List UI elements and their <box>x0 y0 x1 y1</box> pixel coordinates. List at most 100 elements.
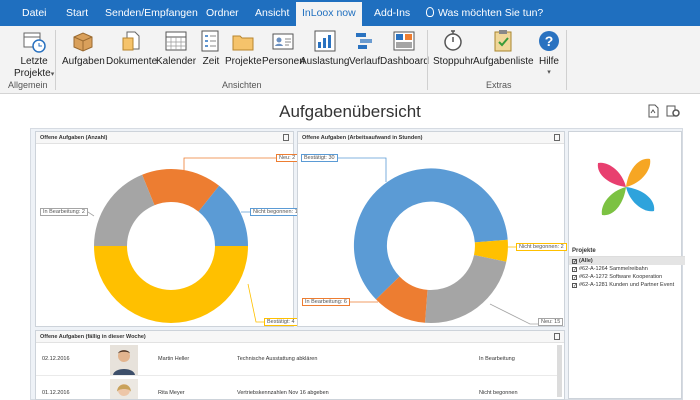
projects-view-button[interactable]: Projekte <box>225 28 262 68</box>
stopwatch-icon <box>444 30 463 51</box>
task-person: Rita Meyer <box>158 390 185 396</box>
donut-segment-gray <box>94 174 155 246</box>
project-filter-label: (Alle) <box>579 258 593 264</box>
tasks-view-button[interactable]: Aufgaben <box>62 28 105 68</box>
tab-senden-empfangen[interactable]: Senden/Empfangen <box>105 7 198 19</box>
recent-projects-label-1: Letzte <box>20 56 48 67</box>
checkbox-checked-icon[interactable]: ✓ <box>572 283 578 289</box>
panel-title-count: Offene Aufgaben (Anzahl) <box>40 135 108 141</box>
calendar-view-button[interactable]: Kalender <box>156 28 196 68</box>
main-area: Aufgabenübersicht Offene Aufgaben (Anzah… <box>0 95 700 400</box>
clipboard-check-icon <box>494 30 512 52</box>
donut-segment-yellow <box>94 246 248 323</box>
task-title: Technische Ausstattung abklären <box>237 356 318 362</box>
table-row[interactable]: 01.12.2016 Rita Meyer Vertriebskennzahle… <box>36 377 560 399</box>
project-filter-item[interactable]: ✓ #62-A-1281 Kunden und Partner Event <box>569 281 685 289</box>
task-status: In Bearbeitung <box>479 356 515 362</box>
lightbulb-icon <box>426 7 434 17</box>
panel-title-effort: Offene Aufgaben (Arbeitsaufwand in Stund… <box>302 135 423 141</box>
people-view-button[interactable]: Personen <box>262 28 305 68</box>
page-title: Aufgabenübersicht <box>279 102 421 121</box>
group-label-ansichten: Ansichten <box>222 80 262 90</box>
project-list-header: Projekte <box>569 246 685 257</box>
task-status: Nicht begonnen <box>479 390 518 396</box>
label-nicht-begonnen: Nicht begonnen: 1 <box>250 208 301 216</box>
dashboard-canvas: Offene Aufgaben (Anzahl) Neu: 2 Nicht be… <box>30 128 685 400</box>
project-filter-item[interactable]: ✓ #62-A-1272 Software Kooperation <box>569 273 685 281</box>
group-separator <box>55 30 56 90</box>
donut-chart-effort <box>338 157 538 325</box>
calendar-view-label: Kalender <box>156 56 197 67</box>
task-title: Vertriebskennzahlen Nov 16 abgeben <box>237 390 329 396</box>
task-list-label: Aufgabenliste <box>473 56 534 67</box>
panel-projects: Projekte ✓ (Alle) ✓ #62-A-1264 Sammelreiba… <box>568 131 685 399</box>
tell-me-search[interactable]: Was möchten Sie tun? <box>426 0 543 26</box>
checkbox-checked-icon[interactable]: ✓ <box>572 267 578 273</box>
history-view-button[interactable]: Verlauf <box>349 28 380 68</box>
leader-line <box>247 283 264 323</box>
ribbon: Letzte Projekte▾ Allgemein Aufgaben Doku… <box>0 26 700 94</box>
task-date: 01.12.2016 <box>42 390 70 396</box>
tab-inloox-now[interactable]: InLoox now <box>296 0 362 26</box>
documents-view-button[interactable]: Dokumente <box>106 28 157 68</box>
donut-segment-gray <box>425 255 507 324</box>
documents-icon <box>122 31 140 51</box>
contact-card-icon <box>272 33 294 50</box>
workload-view-label: Auslastung <box>300 56 350 67</box>
label-neu: Neu: 15 <box>538 318 564 326</box>
donut-chart-count <box>80 157 284 323</box>
dropdown-arrow-icon: ▾ <box>547 69 551 76</box>
time-sheet-icon <box>201 30 219 52</box>
checkbox-checked-icon[interactable]: ✓ <box>572 275 578 281</box>
panel-week-tasks: Offene Aufgaben (fällig in dieser Woche)… <box>35 330 565 400</box>
folder-icon <box>232 35 254 51</box>
panel-title-week: Offene Aufgaben (fällig in dieser Woche) <box>40 334 146 340</box>
checkbox-checked-icon[interactable]: ✓ <box>572 259 578 265</box>
donut-segment-orange <box>142 169 220 212</box>
person-avatar-icon <box>110 345 138 375</box>
help-button[interactable]: ? Hilfe ▾ <box>536 28 562 76</box>
people-view-label: Personen <box>262 56 305 67</box>
scrollbar[interactable] <box>557 345 562 397</box>
avatar <box>110 379 138 399</box>
time-view-label: Zeit <box>202 56 220 67</box>
group-separator <box>427 30 428 90</box>
leader-line <box>338 157 387 182</box>
table-row[interactable]: 02.12.2016 Martin Heller Technische Auss… <box>36 343 560 376</box>
stopwatch-label: Stoppuhr <box>433 56 474 67</box>
stopwatch-button[interactable]: Stoppuhr <box>433 28 474 68</box>
project-filter-label: #62-A-1281 Kunden und Partner Event <box>579 282 675 288</box>
export-document-icon[interactable] <box>646 104 660 118</box>
label-in-bearbeitung: In Bearbeitung: 2 <box>40 208 88 216</box>
document-icon[interactable] <box>554 333 560 340</box>
project-filter-item[interactable]: ✓ #62-A-1264 Sammelreibahn <box>569 265 685 273</box>
help-icon: ? <box>539 31 559 51</box>
tab-start[interactable]: Start <box>66 7 89 19</box>
panel-open-tasks-effort: Offene Aufgaben (Arbeitsaufwand in Stund… <box>297 131 567 327</box>
workload-view-button[interactable]: Auslastung <box>300 28 349 68</box>
workload-chart-icon <box>314 30 336 52</box>
label-in-bearbeitung: In Bearbeitung: 6 <box>302 298 350 306</box>
project-filter-item[interactable]: ✓ (Alle) <box>569 257 685 265</box>
box-icon <box>73 32 93 52</box>
tab-add-ins[interactable]: Add-Ins <box>374 7 411 19</box>
tab-ansicht[interactable]: Ansicht <box>255 7 290 19</box>
document-icon[interactable] <box>554 134 560 141</box>
dashboard-view-button[interactable]: Dashboard <box>380 28 429 68</box>
donut-segment-yellow <box>474 239 508 262</box>
project-filter-label: #62-A-1272 Software Kooperation <box>579 274 663 280</box>
tab-datei[interactable]: Datei <box>22 7 47 19</box>
donut-segment-blue <box>353 168 508 300</box>
recent-projects-button[interactable]: Letzte Projekte▾ <box>14 28 54 81</box>
inloox-logo-icon <box>597 158 655 216</box>
dashboard-view-label: Dashboard <box>380 56 429 67</box>
settings-icon[interactable] <box>666 104 680 118</box>
time-view-button[interactable]: Zeit <box>198 28 224 68</box>
tab-ordner[interactable]: Ordner <box>206 7 239 19</box>
leader-line <box>183 157 276 172</box>
task-list-button[interactable]: Aufgabenliste <box>473 28 534 68</box>
donut-segment-orange <box>376 276 428 323</box>
projects-view-label: Projekte <box>225 56 262 67</box>
label-bestaetigt: Bestätigt: 4 <box>264 318 298 326</box>
document-icon[interactable] <box>283 134 289 141</box>
